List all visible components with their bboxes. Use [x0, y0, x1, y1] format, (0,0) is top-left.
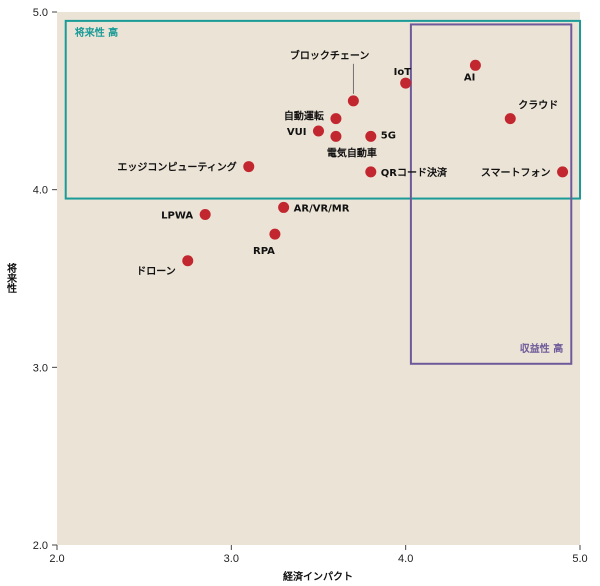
profit-high-region-label: 収益性 高 — [520, 342, 563, 355]
x-axis-title: 経済インパクト — [283, 570, 353, 583]
data-point — [199, 209, 211, 221]
data-point-label: IoT — [394, 67, 412, 78]
data-point-label: ドローン — [136, 266, 176, 278]
data-point-label: 自動運転 — [284, 110, 324, 123]
y-tick-label: 2.0 — [33, 540, 48, 552]
data-point — [330, 130, 342, 142]
data-point-label: VUI — [287, 127, 307, 138]
data-point-label: 電気自動車 — [327, 146, 377, 159]
data-point — [313, 125, 324, 137]
y-tick-label: 4.0 — [33, 185, 48, 197]
data-point-label: AR/VR/MR — [294, 203, 350, 214]
data-point-label: ブロックチェーン — [290, 49, 370, 62]
data-point — [504, 113, 516, 125]
data-point — [269, 228, 281, 240]
data-point-label: 5G — [381, 130, 396, 141]
data-point — [557, 166, 569, 178]
data-point-label: LPWA — [161, 211, 193, 222]
data-point — [365, 166, 377, 178]
data-point-label: クラウド — [518, 100, 558, 112]
x-tick-label: 3.0 — [224, 553, 239, 565]
data-point — [182, 255, 194, 267]
future-high-region — [64, 19, 581, 200]
y-axis-title-group: 将来性 — [5, 262, 18, 294]
y-tick-label: 3.0 — [33, 362, 48, 374]
x-tick-label: 2.0 — [49, 553, 64, 565]
data-point — [469, 59, 481, 71]
data-point-label: RPA — [253, 246, 275, 257]
y-tick-label: 5.0 — [33, 7, 48, 19]
y-axis-title: 将来性 — [5, 262, 18, 294]
data-point — [243, 161, 255, 173]
data-point — [365, 130, 377, 142]
data-point-label: エッジコンピューティング — [117, 161, 236, 174]
data-point — [278, 201, 290, 213]
data-point — [347, 95, 359, 107]
data-point-label: AI — [464, 72, 475, 83]
x-tick-label: 4.0 — [398, 553, 413, 565]
future-high-region-label: 将来性 高 — [75, 26, 118, 39]
data-point — [400, 77, 412, 89]
data-point — [330, 113, 342, 125]
x-tick-label: 5.0 — [572, 553, 587, 565]
plot-background — [57, 12, 580, 545]
data-point-label: スマートフォン — [481, 167, 551, 179]
data-point-label: QRコード決済 — [381, 166, 448, 179]
profit-high-region — [409, 23, 573, 365]
